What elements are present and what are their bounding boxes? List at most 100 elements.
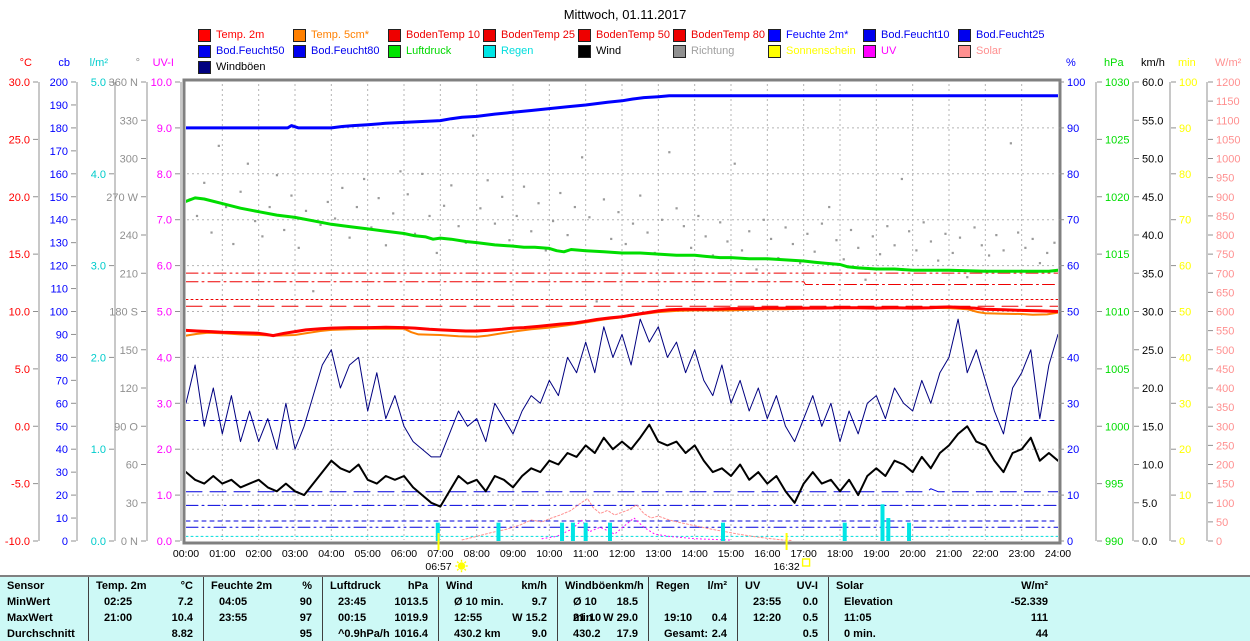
- axis-tick-label: 3.0: [157, 398, 172, 410]
- x-tick-label: 11:00: [573, 548, 599, 560]
- dot: [413, 232, 417, 235]
- dot: [224, 205, 228, 209]
- stats-header: Windböen km/h: [558, 578, 648, 594]
- stats-row: 430.2 km 17.9: [558, 626, 648, 641]
- stats-cell-value: 1016.4: [394, 628, 428, 640]
- stats-cell-value: W 15.2: [512, 612, 547, 624]
- stats-cell-label: 21:10: [573, 612, 602, 624]
- dot: [210, 231, 213, 234]
- dot: [428, 214, 431, 218]
- dot: [1024, 246, 1027, 249]
- stats-cell-value: W 29.0: [603, 612, 638, 624]
- sonnenschein-swatch-icon: [768, 44, 781, 58]
- legend-label: Bod.Feucht50: [216, 45, 285, 57]
- series-wind: [186, 423, 1058, 508]
- stats-cell-label: 12:20: [753, 612, 782, 624]
- dot: [682, 225, 685, 228]
- stats-header-unit: UV-I: [796, 580, 818, 592]
- stats-header-unit: km/h: [521, 580, 547, 592]
- series-bod-feucht25: [186, 488, 1058, 493]
- legend-label: Windböen: [216, 61, 266, 73]
- axis-tick-label: 30.0: [1142, 307, 1163, 319]
- dot: [333, 217, 337, 220]
- stats-col-wind: Wind km/h Ø 10 min. 9.7 12:55 W 15.2 430.2 km 9…: [438, 577, 557, 641]
- axis-tick-label: 60: [56, 398, 68, 410]
- axis-uvi: UV-I 0.0 1.0 2.0 3.0 4.0 5.0 6.0 7.0 8.0 9.0 10.0: [151, 57, 182, 548]
- dot: [377, 197, 380, 200]
- axis-temp-c: °C -10.0 -5.0 0.0 5.0 10.0 15.0 20.0 25.0 30.0: [5, 57, 40, 548]
- axis-tick-label: 0.0: [157, 536, 172, 548]
- dot: [508, 239, 511, 242]
- stats-cell-label: 430.2 km: [573, 628, 601, 640]
- stats-cell-value: 2.4: [711, 628, 727, 640]
- axis-tick-label: 35.0: [1142, 268, 1163, 280]
- x-tick-label: 15:00: [718, 548, 744, 560]
- stats-cell-value: 7.2: [177, 596, 193, 608]
- x-tick-label: 16:00: [754, 548, 780, 560]
- axis-tick-label: 550: [1216, 326, 1234, 338]
- legend-item-bodentemp-50: BodenTemp 50: [578, 28, 670, 42]
- axis-tick-label: 140: [50, 215, 68, 227]
- stats-cell-label: ^0.9hPa/h: [338, 628, 390, 640]
- dot: [966, 276, 969, 279]
- dot: [246, 162, 249, 165]
- stats-cell-label: MaxWert: [7, 612, 53, 624]
- stats-cell-value: -52.339: [1010, 596, 1048, 608]
- dot: [639, 194, 642, 197]
- legend-item-regen: Regen: [483, 44, 533, 58]
- axis-unit: hPa: [1104, 57, 1124, 69]
- axis-tick-label: 0: [1179, 536, 1185, 548]
- axis-tick-label: 60: [1067, 261, 1079, 273]
- dot: [646, 231, 649, 234]
- dot: [261, 235, 264, 238]
- stats-row: 430.2 km 9.0: [439, 626, 557, 641]
- dot: [740, 249, 744, 252]
- chart-plot: °C -10.0 -5.0 0.0 5.0 10.0 15.0 20.0 25.0 30.0 cb 0…: [5, 57, 1242, 573]
- dot: [304, 209, 308, 212]
- axis-unit: °: [136, 57, 140, 69]
- axis-tick-label: 60: [1179, 261, 1191, 273]
- dot: [493, 222, 497, 225]
- axis-tick-label: 100: [50, 307, 68, 319]
- dot: [769, 237, 773, 241]
- axis-unit: km/h: [1141, 57, 1165, 69]
- stats-table: Sensor MinWert MaxWert Durchschnitt Temp. 2m…: [0, 575, 1250, 641]
- dot: [457, 225, 460, 228]
- axis-tick-label: 170: [50, 146, 68, 158]
- axis-tick-label: -10.0: [5, 536, 30, 548]
- axis-deg: ° 0 N 30 60 90 O 120 150 180 S 210 240 270 W 300 330…: [106, 57, 148, 548]
- legend-item-temp-5cm: Temp. 5cm*: [293, 28, 369, 42]
- sun-ray: [463, 568, 467, 571]
- uv-swatch-icon: [863, 44, 876, 58]
- stats-cell-label: 11:05: [844, 612, 872, 624]
- axis-tick-label: 1005: [1105, 364, 1129, 376]
- axis-tick-label: 0.0: [15, 421, 30, 433]
- legend-item-bodentemp-25: BodenTemp 25: [483, 28, 575, 42]
- legend-item-bod-feucht50: Bod.Feucht50: [198, 44, 285, 58]
- legend-label: BodenTemp 50: [596, 29, 670, 41]
- legend-item-bod-feucht80: Bod.Feucht80: [293, 44, 380, 58]
- stats-row: MinWert: [0, 594, 88, 610]
- regen-swatch-icon: [483, 44, 496, 58]
- axis-tick-label: 150: [50, 192, 68, 204]
- axis-tick-label: 1010: [1105, 307, 1129, 319]
- axis-tick-label: 1150: [1216, 96, 1240, 108]
- stats-header-unit: %: [302, 580, 312, 592]
- axis-tick-label: 30: [1067, 398, 1079, 410]
- axis-unit: UV-I: [153, 57, 174, 69]
- legend-label: Regen: [501, 45, 534, 57]
- stats-cell-value: 10.4: [171, 612, 193, 624]
- richtung-swatch-icon: [673, 44, 686, 58]
- dot: [624, 242, 627, 246]
- legend-item-bodentemp-80: BodenTemp 80: [673, 28, 765, 42]
- legend-label: Temp. 5cm*: [311, 29, 370, 41]
- stats-header-unit: l/m²: [707, 580, 727, 592]
- axis-tick-label: 40: [56, 444, 68, 456]
- series-line: [186, 306, 1058, 338]
- stats-filler: [1058, 577, 1250, 641]
- x-tick-label: 07:00: [427, 548, 453, 560]
- dot: [551, 219, 555, 223]
- dot: [406, 193, 409, 196]
- axis-tick-label: 5.0: [1142, 498, 1157, 510]
- axis-tick-label: 90: [56, 329, 68, 341]
